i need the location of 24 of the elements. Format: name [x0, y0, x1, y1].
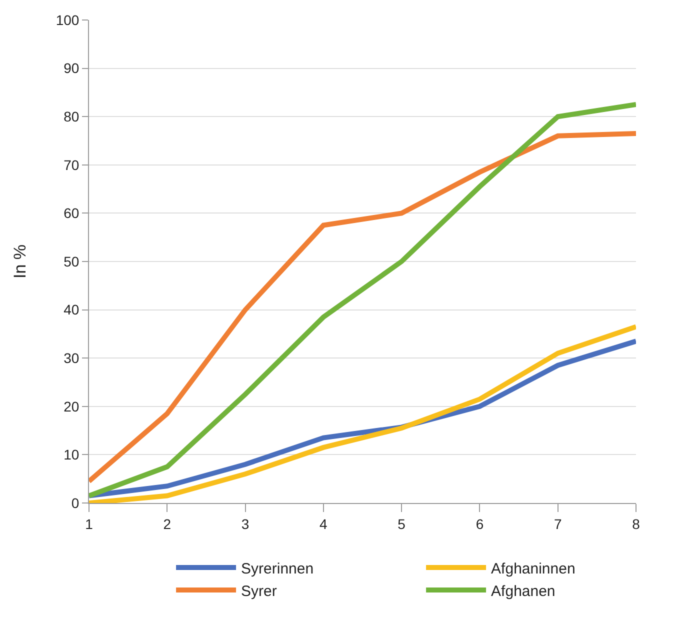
- legend-label: Syrerinnen: [241, 560, 314, 578]
- x-tick-label: 4: [320, 516, 328, 532]
- legend-label: Afghaninnen: [491, 560, 576, 578]
- y-tick-label: 50: [64, 253, 80, 270]
- y-tick-label: 60: [64, 205, 80, 222]
- y-axis-title: In %: [10, 244, 30, 279]
- y-tick-label: 0: [71, 494, 80, 511]
- x-tick-label: 1: [85, 516, 94, 532]
- y-tick-label: 70: [64, 156, 80, 173]
- y-tick-label: 100: [56, 12, 80, 28]
- x-tick-label: 5: [398, 516, 406, 532]
- y-tick-label: 30: [64, 350, 80, 366]
- legend-label: Syrer: [241, 582, 277, 600]
- y-tick-label: 90: [64, 60, 80, 76]
- x-tick-label: 8: [632, 516, 640, 532]
- x-tick-label: 7: [554, 516, 562, 532]
- y-tick-label: 40: [64, 302, 80, 318]
- y-tick-label: 10: [64, 446, 80, 463]
- x-tick-label: 3: [241, 516, 250, 532]
- y-tick-label: 80: [64, 108, 80, 124]
- x-tick-label: 6: [476, 516, 484, 532]
- x-tick-label: 2: [163, 516, 172, 532]
- legend-label: Afghanen: [491, 582, 556, 600]
- y-tick-label: 20: [64, 398, 80, 414]
